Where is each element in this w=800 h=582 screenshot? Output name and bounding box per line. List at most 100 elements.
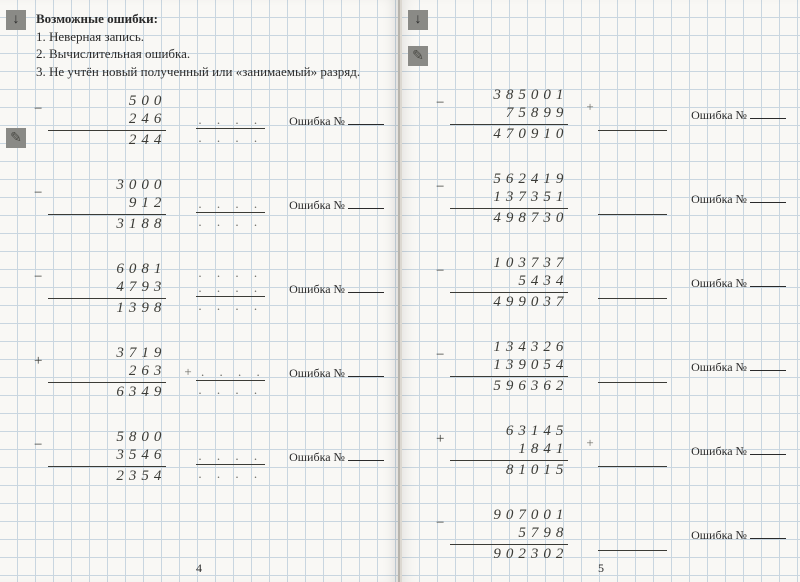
written-calculation: −38500175899470910 — [450, 87, 568, 144]
operation-sign: − — [436, 347, 444, 364]
header-spacer — [438, 10, 786, 74]
rule-line — [196, 380, 265, 381]
calc-row: 562419 — [450, 171, 568, 189]
rule-line — [598, 214, 667, 215]
written-calculation: −500246244 — [48, 93, 166, 150]
dots-row: . . . . — [186, 112, 275, 127]
calc-row: 134326 — [450, 339, 568, 357]
arithmetic-problem: −38500175899470910+Ошибка № — [416, 80, 786, 150]
calc-row: 5800 — [48, 429, 166, 447]
calc-row: 500 — [48, 93, 166, 111]
rule-line — [598, 298, 667, 299]
problems-column-right: −38500175899470910 + Ошибка № −56241913735… — [416, 80, 786, 570]
calc-row: 3000 — [48, 177, 166, 195]
arithmetic-problem: −562419137351498730 Ошибка № — [416, 164, 786, 234]
calc-row: 2354 — [48, 468, 166, 486]
operation-sign: + — [436, 431, 444, 448]
rule-line — [598, 382, 667, 383]
written-calculation: −1037375434499037 — [450, 255, 568, 312]
calc-row: 385001 — [450, 87, 568, 105]
dots-row: . . . . — [186, 448, 275, 463]
dots-blank — [186, 181, 275, 196]
written-calculation: −9070015798902302 — [450, 507, 568, 564]
operation-sign: + — [184, 364, 191, 380]
blank-underline[interactable] — [348, 460, 384, 461]
label-text: Ошибка № — [289, 366, 345, 380]
operation-sign: − — [34, 101, 42, 118]
dots-row: . . . . — [186, 196, 275, 211]
header-item: 2. Вычислительная ошибка. — [36, 45, 384, 63]
dots-row: . . . . — [186, 298, 275, 313]
dots-blank — [588, 519, 677, 549]
written-calculation: +63145184181015 — [450, 423, 568, 480]
blank-underline[interactable] — [750, 454, 786, 455]
label-text: Ошибка № — [691, 528, 747, 542]
operation-sign: − — [436, 179, 444, 196]
rule-line — [450, 376, 568, 377]
label-text: Ошибка № — [289, 450, 345, 464]
arithmetic-problem: −134326139054596362Ошибка № — [416, 332, 786, 402]
dots-blank — [588, 183, 677, 213]
header-item: 3. Не учтён новый полученный или «занима… — [36, 63, 384, 81]
error-types-header: Возможные ошибки: 1. Неверная запись. 2.… — [36, 10, 384, 80]
blank-underline[interactable] — [348, 208, 384, 209]
blank-underline[interactable] — [348, 124, 384, 125]
calc-row: 499037 — [450, 294, 568, 312]
arithmetic-problem: +37192636349+. . . .. . . .Ошибка № — [14, 338, 384, 408]
page-left: Возможные ошибки: 1. Неверная запись. 2.… — [0, 0, 400, 582]
written-calculation: −608147931398 — [48, 261, 166, 318]
operation-sign: − — [436, 515, 444, 532]
operation-sign: − — [34, 269, 42, 286]
blank-work-area — [588, 351, 677, 384]
calc-row: 5798 — [450, 525, 568, 543]
blank-underline[interactable] — [750, 286, 786, 287]
calc-row: 1398 — [48, 300, 166, 318]
dots-blank — [186, 97, 275, 112]
label-text: Ошибка № — [691, 444, 747, 458]
calc-row: 3719 — [48, 345, 166, 363]
pencil-icon — [408, 46, 428, 66]
blank-underline[interactable] — [348, 376, 384, 377]
operation-sign: − — [436, 95, 444, 112]
label-text: Ошибка № — [289, 198, 345, 212]
blank-underline[interactable] — [750, 118, 786, 119]
rule-line — [48, 382, 166, 383]
rule-line — [196, 128, 265, 129]
rule-line — [450, 460, 568, 461]
blank-work-area: . . . .. . . . — [186, 433, 275, 481]
dots-row: . . . . — [186, 382, 275, 397]
label-text: Ошибка № — [691, 192, 747, 206]
blank-work-area — [588, 519, 677, 552]
rule-line — [450, 124, 568, 125]
blank-work-area: +. . . .. . . . — [186, 349, 275, 397]
page-number: 5 — [402, 561, 800, 576]
rule-line — [598, 550, 667, 551]
rule-line — [450, 544, 568, 545]
calc-row: 1841 — [450, 441, 568, 459]
operation-sign: − — [436, 263, 444, 280]
blank-underline[interactable] — [750, 538, 786, 539]
blank-underline[interactable] — [348, 292, 384, 293]
blank-work-area: + — [588, 435, 677, 468]
arrow-down-icon — [408, 10, 428, 30]
written-calculation: −30009123188 — [48, 177, 166, 234]
arithmetic-problem: −1037375434499037 Ошибка № — [416, 248, 786, 318]
calc-row: 6081 — [48, 261, 166, 279]
blank-work-area — [588, 183, 677, 216]
calc-row: 498730 — [450, 210, 568, 228]
error-number-label: Ошибка № — [289, 198, 384, 213]
calc-row: 139054 — [450, 357, 568, 375]
calc-row: 103737 — [450, 255, 568, 273]
written-calculation: −562419137351498730 — [450, 171, 568, 228]
error-number-label: Ошибка № — [691, 528, 786, 543]
blank-work-area: + — [588, 99, 677, 132]
error-number-label: Ошибка № — [691, 360, 786, 375]
label-text: Ошибка № — [289, 282, 345, 296]
error-number-label: Ошибка № — [289, 366, 384, 381]
blank-underline[interactable] — [750, 370, 786, 371]
blank-underline[interactable] — [750, 202, 786, 203]
error-number-label: Ошибка № — [691, 276, 786, 291]
dots-blank — [588, 267, 677, 297]
dots-row: . . . . — [186, 265, 275, 280]
dots-blank — [588, 435, 677, 465]
